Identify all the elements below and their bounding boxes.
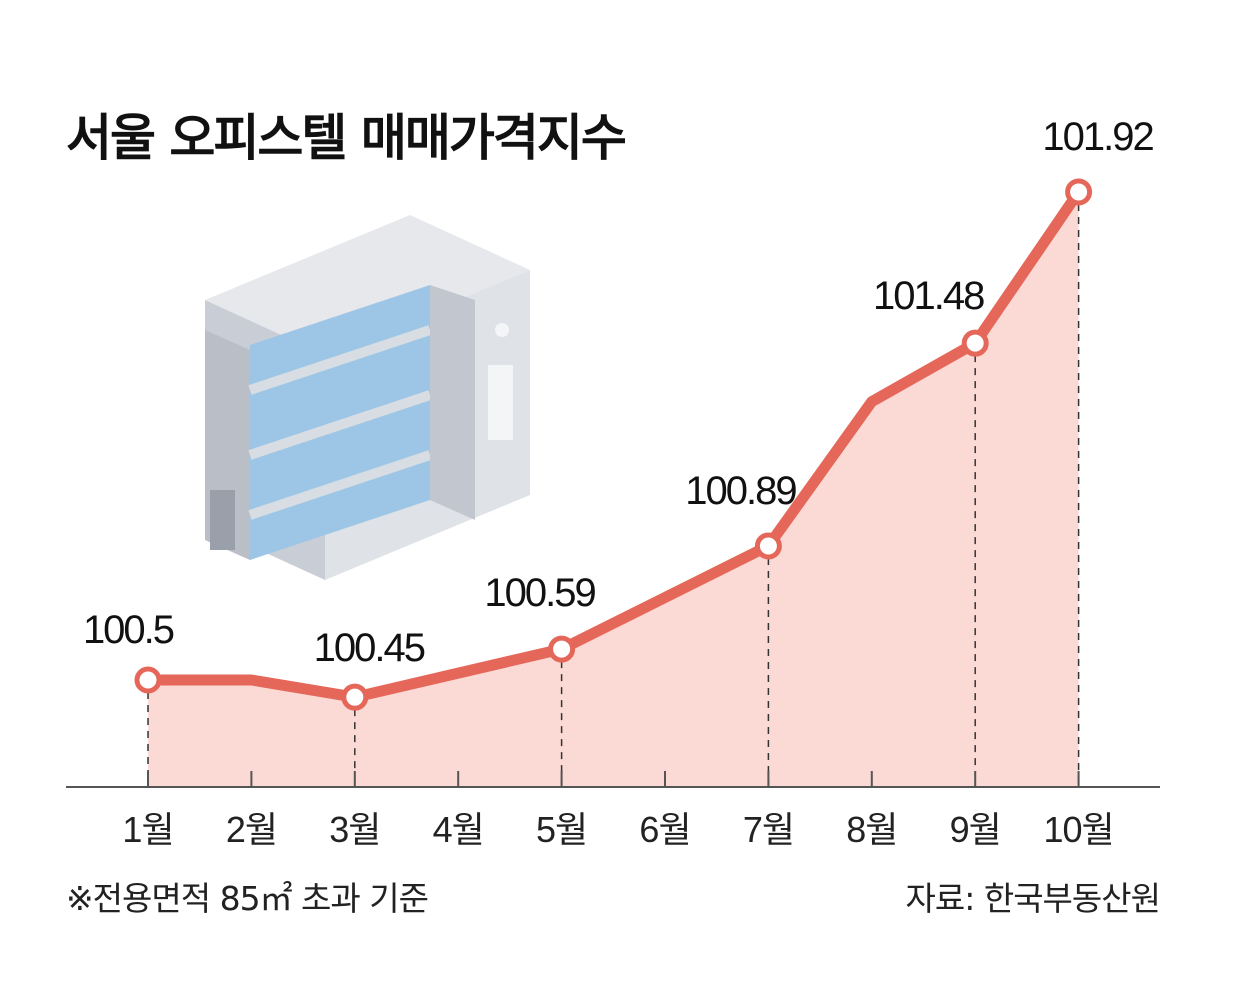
data-point-marker — [341, 683, 369, 711]
x-tick-label: 1월 — [122, 809, 173, 850]
x-tick-label: 2월 — [226, 809, 277, 850]
x-tick-label: 7월 — [743, 809, 794, 850]
x-tick-label: 10월 — [1044, 809, 1114, 850]
data-label: 100.45 — [314, 626, 425, 670]
series-line — [142, 186, 1085, 703]
data-label: 100.5 — [83, 608, 174, 652]
x-tick-label: 4월 — [433, 809, 484, 850]
x-tick-label: 5월 — [536, 809, 587, 850]
building-illustration — [205, 215, 530, 580]
chart-source: 자료: 한국부동산원 — [905, 879, 1161, 918]
data-point-marker — [134, 666, 162, 694]
data-point-marker — [961, 329, 989, 357]
data-point-marker — [1065, 178, 1093, 206]
x-tick-label: 8월 — [846, 809, 897, 850]
x-tick-label: 6월 — [639, 809, 690, 850]
chart-footnote: ※전용면적 85㎡ 초과 기준 — [66, 879, 429, 918]
data-label: 100.59 — [484, 571, 595, 615]
data-label: 101.92 — [1042, 115, 1153, 159]
x-tick-label: 3월 — [329, 809, 380, 850]
series-area — [148, 191, 1079, 788]
chart-title: 서울 오피스텔 매매가격지수 — [66, 109, 627, 167]
data-label: 101.48 — [873, 274, 984, 318]
data-label: 100.89 — [685, 469, 796, 513]
data-point-marker — [548, 635, 576, 663]
data-point-marker — [754, 532, 782, 560]
x-tick-label: 9월 — [950, 809, 1001, 850]
